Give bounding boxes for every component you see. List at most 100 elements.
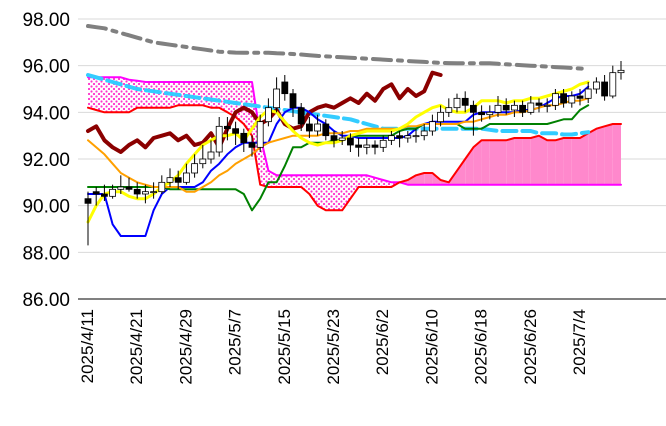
cloud-bearish-segment [342, 175, 351, 211]
cloud-bearish-segment [186, 82, 195, 106]
candle-down [232, 128, 240, 134]
candle-down [502, 104, 510, 111]
candle-down [469, 104, 477, 113]
cloud-bearish-segment [325, 175, 334, 211]
cloud-bullish-segment [604, 124, 613, 185]
candle-up [191, 163, 199, 174]
candle-up [273, 88, 281, 109]
cloud-bearish-segment [104, 77, 113, 113]
series-leading-span-B [87, 76, 622, 186]
candle-up [117, 186, 125, 190]
y-axis-tick-labels: 98.00 96.00 94.00 92.00 90.00 88.00 86.00 [22, 10, 70, 311]
cloud-bearish-segment [145, 82, 154, 108]
cloud-bearish-segment [358, 175, 367, 187]
candle-up [428, 121, 436, 132]
y-tick-label: 96.00 [22, 57, 70, 78]
cloud-bearish-segment [350, 175, 359, 199]
x-axis-tick-labels: 2025/4/11 2025/4/21 2025/4/29 2025/5/7 2025/… [78, 309, 589, 385]
cloud-bullish-segment [530, 135, 539, 185]
candle-down [297, 107, 305, 125]
candle-up [363, 144, 371, 148]
cloud-bearish-segment [366, 175, 375, 187]
cloud-bullish-segment [481, 140, 490, 185]
series-MA-mid [86, 73, 591, 137]
cloud-bearish-segment [334, 175, 343, 211]
cloud-bearish-segment [284, 175, 293, 187]
cloud-bullish-segment [522, 138, 531, 185]
candle-up [387, 135, 395, 141]
candle-up [437, 111, 445, 123]
candle-up [412, 135, 420, 138]
cloud-bullish-segment [547, 140, 556, 185]
candle-down [322, 123, 330, 137]
series-MA-long [86, 24, 591, 71]
candle-down [92, 191, 100, 195]
cloud-bearish-segment [309, 175, 318, 206]
x-tick-label: 2025/6/26 [521, 309, 540, 385]
series-lagging-span [86, 70, 443, 154]
candle-down [601, 81, 608, 97]
candle-up [141, 191, 149, 195]
candle-down [240, 132, 248, 144]
cloud-bullish-segment [571, 138, 580, 185]
candle-up [256, 121, 264, 148]
cloud-bearish-segment [252, 82, 261, 185]
x-tick-label: 2025/5/15 [275, 309, 294, 385]
cloud-bearish-segment [88, 77, 97, 110]
cloud-bullish-segment [596, 126, 605, 185]
candle-down [125, 186, 133, 190]
candle-up [617, 69, 625, 74]
y-tick-label: 86.00 [22, 290, 70, 311]
cloud-bearish-segment [137, 80, 146, 108]
cloud-bullish-segment [407, 175, 416, 185]
candle-up [199, 158, 207, 165]
y-tick-label: 98.00 [22, 10, 70, 31]
cloud-bullish-segment [588, 128, 597, 185]
cloud-bearish-segment [317, 175, 326, 211]
candle-up [379, 139, 387, 148]
candle-down [396, 135, 404, 139]
cloud-bearish-segment [293, 175, 302, 187]
candle-up [182, 172, 190, 183]
candle-down [101, 193, 108, 197]
x-tick-label: 2025/4/11 [78, 309, 97, 383]
candle-up [552, 93, 559, 106]
cloud-bearish-segment [227, 82, 236, 117]
candlesticks [84, 61, 625, 246]
candle-up [166, 177, 174, 183]
cloud-bearish-segment [194, 82, 203, 106]
candle-down [346, 137, 354, 146]
candle-up [453, 97, 461, 109]
y-tick-label: 88.00 [22, 243, 70, 264]
cloud-bullish-segment [506, 138, 515, 185]
cloud-bearish-segment [178, 82, 187, 106]
candle-up [404, 135, 412, 139]
y-tick-label: 92.00 [22, 150, 70, 171]
candle-down [535, 102, 543, 106]
cloud-bullish-segment [539, 135, 548, 185]
candle-up [420, 130, 428, 137]
cloud-bearish-segment [96, 77, 105, 113]
candle-down [355, 144, 363, 148]
cloud-bullish-segment [489, 140, 498, 185]
cloud-bearish-segment [219, 82, 228, 113]
candle-down [133, 188, 141, 195]
candle-up [486, 111, 494, 116]
x-tick-label: 2025/5/23 [324, 309, 343, 385]
cloud-bearish-segment [301, 175, 310, 194]
candle-up [527, 102, 535, 113]
cloud-bullish-segment [498, 140, 507, 185]
series-leading-span-A [87, 104, 622, 212]
candle-down [289, 93, 297, 109]
cloud-bullish-segment [424, 173, 433, 185]
x-tick-label: 2025/7/4 [570, 309, 589, 375]
candle-up [314, 123, 322, 132]
candle-up [158, 181, 166, 193]
candle-up [584, 88, 592, 99]
cloud-bullish-segment [416, 173, 425, 185]
candle-down [461, 97, 469, 106]
cloud-bearish-segment [211, 82, 220, 108]
cloud-bullish-segment [514, 138, 523, 185]
candle-up [215, 125, 223, 153]
